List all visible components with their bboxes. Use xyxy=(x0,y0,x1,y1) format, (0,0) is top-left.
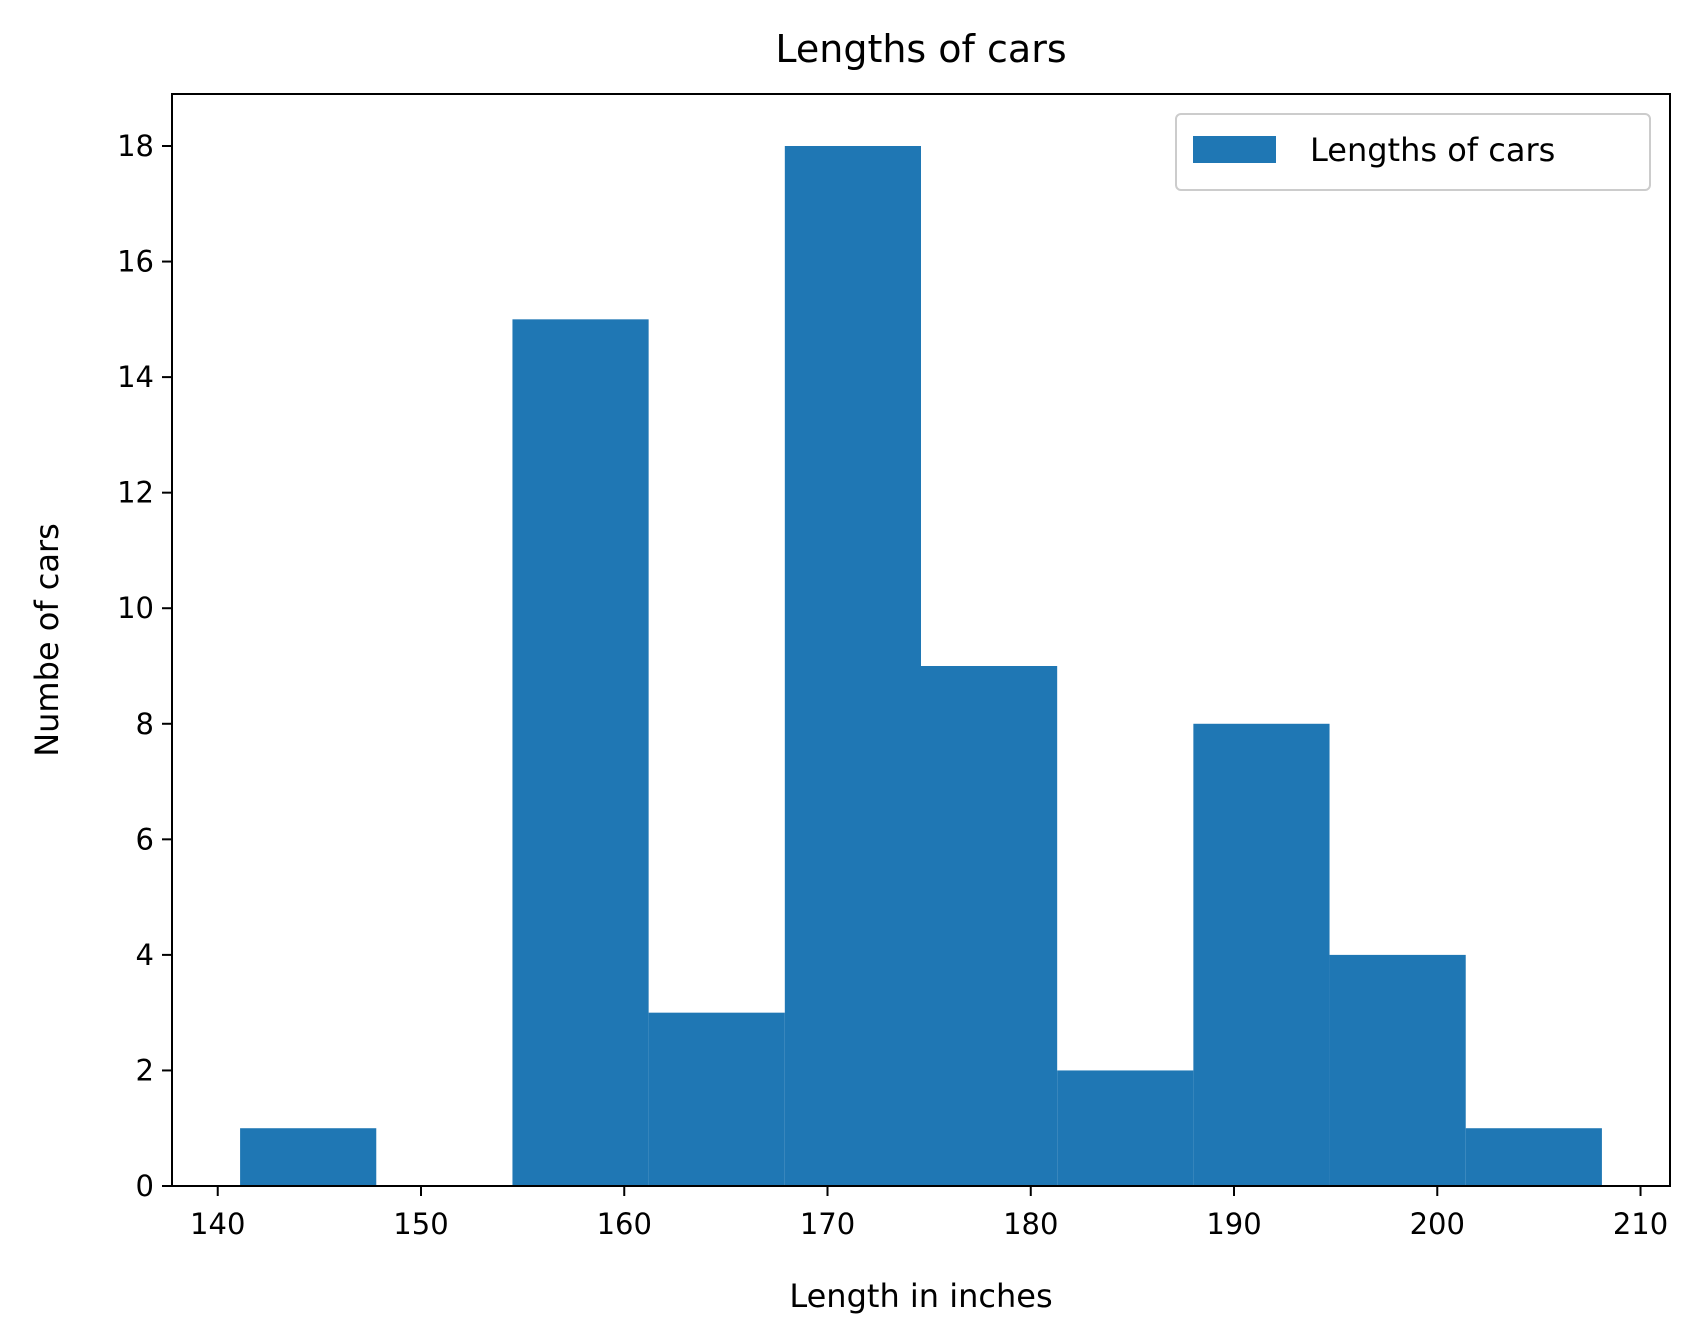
legend-swatch xyxy=(1193,136,1276,163)
y-tick-label-3: 6 xyxy=(136,822,154,856)
histogram-bar-0 xyxy=(240,1128,377,1186)
y-tick-label-2: 4 xyxy=(136,938,154,972)
x-tick-label-4: 180 xyxy=(1003,1207,1058,1241)
y-axis-title: Numbe of cars xyxy=(28,523,66,757)
y-tick-label-6: 12 xyxy=(117,476,154,510)
y-tick-label-7: 14 xyxy=(117,360,154,394)
histogram-bar-6 xyxy=(1057,1070,1194,1186)
y-tick-label-4: 8 xyxy=(136,707,154,741)
legend-box xyxy=(1175,113,1651,191)
histogram-bar-8 xyxy=(1329,954,1466,1186)
histogram-bar-4 xyxy=(784,146,921,1186)
x-axis: 140 150 160 170 180 190 200 210 xyxy=(190,1186,1668,1241)
histogram-bar-9 xyxy=(1465,1128,1602,1186)
legend-label: Lengths of cars xyxy=(1310,131,1555,169)
histogram-bar-2 xyxy=(512,319,649,1186)
y-axis: 0 2 4 6 8 10 12 14 16 18 xyxy=(117,129,172,1203)
y-tick-label-5: 10 xyxy=(117,591,154,625)
histogram-bar-5 xyxy=(921,666,1058,1186)
x-tick-label-3: 170 xyxy=(800,1207,855,1241)
y-tick-label-9: 18 xyxy=(117,129,154,163)
histogram-bar-7 xyxy=(1193,723,1330,1186)
x-tick-label-6: 200 xyxy=(1410,1207,1465,1241)
chart-title: Lengths of cars xyxy=(775,27,1066,71)
x-tick-label-1: 150 xyxy=(393,1207,448,1241)
histogram-bar-3 xyxy=(648,1012,785,1186)
x-tick-label-5: 190 xyxy=(1206,1207,1261,1241)
bars-group xyxy=(240,146,1602,1186)
x-tick-label-0: 140 xyxy=(190,1207,245,1241)
y-tick-label-1: 2 xyxy=(136,1053,154,1087)
y-tick-label-0: 0 xyxy=(136,1169,154,1203)
legend: Lengths of cars xyxy=(1175,113,1651,191)
x-tick-label-2: 160 xyxy=(597,1207,652,1241)
x-tick-label-7: 210 xyxy=(1613,1207,1668,1241)
x-axis-title: Length in inches xyxy=(789,1277,1052,1315)
plot-frame xyxy=(171,93,1671,1187)
y-tick-label-8: 16 xyxy=(117,245,154,279)
